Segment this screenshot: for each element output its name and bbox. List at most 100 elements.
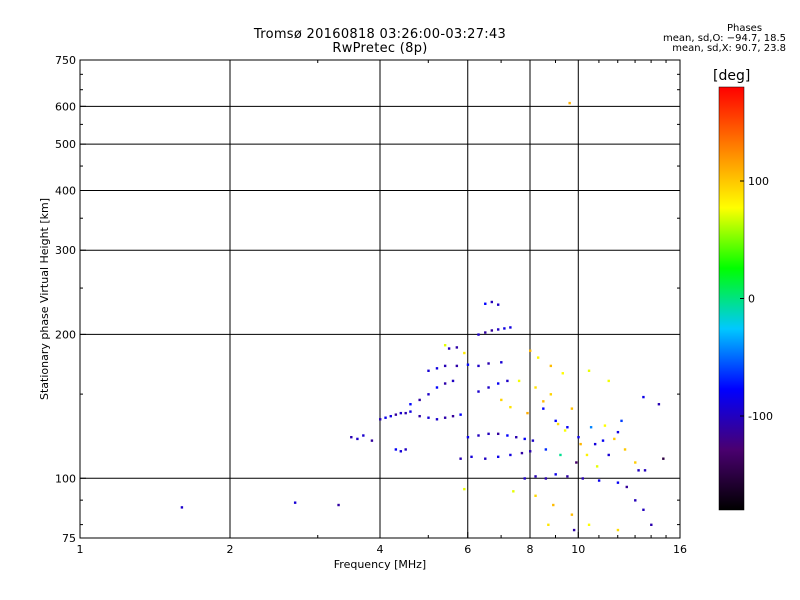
data-point: [534, 386, 537, 389]
phase-colorbar: [718, 86, 745, 511]
data-point: [554, 419, 557, 423]
data-point: [517, 379, 521, 383]
data-point: [496, 328, 500, 331]
data-point: [552, 503, 555, 507]
data-point: [484, 331, 487, 334]
data-point: [526, 411, 529, 415]
data-point: [603, 424, 607, 427]
data-point: [487, 362, 490, 365]
data-point: [509, 453, 512, 457]
data-point: [512, 490, 515, 493]
x-tick-label: 8: [527, 543, 534, 556]
data-point: [613, 437, 616, 441]
data-point: [523, 437, 526, 441]
data-point: [642, 395, 645, 399]
data-point: [643, 469, 647, 472]
data-point: [503, 327, 506, 330]
data-point: [506, 434, 509, 437]
chart-subtitle: RwPretec (8p): [332, 41, 428, 56]
data-point: [577, 435, 580, 439]
data-point: [477, 390, 480, 393]
data-point: [443, 382, 447, 385]
y-tick-label: 600: [55, 100, 76, 113]
data-point: [529, 349, 532, 352]
data-point: [662, 457, 665, 460]
data-point: [487, 386, 490, 389]
data-point: [570, 407, 574, 410]
data-point: [496, 455, 500, 459]
x-tick-label: 2: [227, 543, 234, 556]
y-axis-title: Stationary phase Virtual Height [km]: [38, 198, 51, 400]
phases-statistics: Phases mean, sd,O: −94.7, 18.5 mean, sd,…: [663, 24, 786, 54]
data-point: [362, 434, 365, 437]
data-point: [575, 461, 578, 464]
data-point: [515, 435, 518, 439]
data-point: [531, 439, 535, 442]
data-point: [409, 403, 412, 406]
data-point: [587, 369, 591, 372]
data-point: [623, 448, 627, 451]
grid-lines: [80, 60, 680, 538]
y-tick-label: 75: [62, 532, 76, 545]
data-point: [384, 416, 387, 419]
data-point: [404, 448, 407, 451]
colorbar-tick-label: 0: [748, 293, 755, 306]
data-point: [451, 414, 455, 418]
data-point: [466, 363, 470, 366]
colorbar-tick-label: -100: [748, 410, 773, 423]
data-point: [616, 528, 620, 532]
data-point: [459, 413, 462, 416]
data-point: [585, 453, 589, 457]
data-point: [509, 405, 512, 409]
data-point: [484, 302, 487, 305]
data-point: [587, 523, 591, 527]
data-point: [549, 364, 553, 368]
y-tick-label: 200: [55, 328, 76, 341]
x-tick-label: 10: [571, 543, 585, 556]
data-point: [559, 453, 562, 457]
data-point: [637, 469, 640, 472]
data-point: [561, 372, 564, 375]
data-point: [607, 379, 610, 383]
data-point: [634, 461, 637, 464]
data-point: [568, 101, 571, 105]
data-point: [379, 418, 382, 421]
data-point: [427, 393, 430, 396]
data-point: [459, 457, 462, 460]
data-point: [418, 398, 421, 402]
data-point: [435, 367, 439, 370]
data-point: [620, 419, 623, 423]
data-point: [542, 400, 545, 403]
data-point: [534, 475, 537, 478]
data-point: [427, 369, 430, 372]
data-point: [443, 416, 447, 419]
y-tick-label: 750: [55, 54, 76, 67]
data-point: [496, 382, 500, 385]
data-point: [616, 481, 620, 484]
data-point: [435, 418, 439, 421]
data-point: [404, 411, 407, 415]
data-point: [394, 448, 398, 451]
data-point: [356, 437, 359, 441]
x-axis-title: Frequency [MHz]: [334, 558, 426, 571]
data-point: [399, 411, 403, 415]
data-point: [337, 503, 340, 507]
x-tick-label: 6: [464, 543, 471, 556]
data-point: [595, 465, 599, 468]
data-point: [589, 426, 593, 429]
data-point: [370, 439, 374, 442]
y-tick-label: 500: [55, 138, 76, 151]
data-point: [544, 448, 548, 451]
data-point: [657, 403, 661, 406]
data-point: [616, 430, 620, 434]
data-point: [447, 347, 451, 350]
data-point: [597, 479, 601, 482]
chart-title: Tromsø 20160818 03:26:00-03:27:43: [253, 27, 507, 42]
data-point: [572, 528, 576, 532]
phases-x-stats: mean, sd,X: 90.7, 23.8: [672, 43, 786, 54]
colorbar-tick-label: 100: [748, 175, 769, 188]
data-point: [443, 344, 447, 347]
data-point: [487, 432, 490, 436]
data-point: [293, 501, 297, 504]
